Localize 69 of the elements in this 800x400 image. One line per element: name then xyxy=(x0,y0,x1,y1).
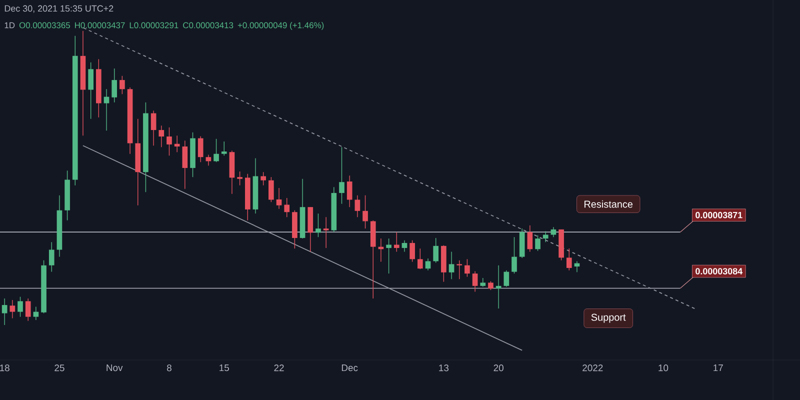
candlestick xyxy=(456,260,462,280)
candlestick xyxy=(472,270,478,292)
x-tick-label: 17 xyxy=(714,364,723,372)
text: Dec 30, 2021 15:35 UTC+2 xyxy=(4,5,114,13)
candlestick xyxy=(346,175,352,208)
candlestick xyxy=(88,62,94,120)
candlestick xyxy=(362,194,368,229)
candlestick xyxy=(402,240,408,252)
candlestick xyxy=(158,125,164,148)
candlestick xyxy=(323,216,329,248)
annotation: Support xyxy=(591,314,626,323)
candlestick xyxy=(339,146,344,204)
candlestick xyxy=(535,234,540,252)
candlestick xyxy=(48,242,54,272)
candlestick xyxy=(425,258,431,271)
text: +0.00000049 (+1.46%) xyxy=(238,22,324,30)
x-tick-label: 8 xyxy=(167,364,172,372)
candlestick xyxy=(214,138,219,162)
candlestick xyxy=(527,224,533,252)
annotation: 0.00003871 xyxy=(696,212,742,218)
candlestick xyxy=(112,68,118,103)
x-tick-label: 20 xyxy=(494,364,504,372)
candlestick xyxy=(10,300,16,319)
candlestick xyxy=(268,176,274,202)
candlestick xyxy=(417,248,423,270)
annotation: 0.00003084 xyxy=(696,268,743,274)
candlestick xyxy=(221,141,227,156)
candlestick xyxy=(386,238,392,274)
candlestick xyxy=(316,213,321,238)
candlestick xyxy=(182,140,188,190)
text: O0.00003365 xyxy=(19,22,70,28)
candlestick xyxy=(237,171,242,186)
candlestick xyxy=(433,238,439,264)
candlestick xyxy=(120,76,125,94)
candlestick xyxy=(260,172,266,186)
x-tick-label: 13 xyxy=(439,364,449,372)
candlestick xyxy=(504,270,510,288)
text: 1D xyxy=(4,22,15,28)
candlestick xyxy=(104,88,110,131)
candlestick xyxy=(276,188,282,210)
x-tick-label: 25 xyxy=(54,364,64,372)
annotation: Resistance xyxy=(584,200,633,208)
candlestick xyxy=(18,296,23,318)
candlestick xyxy=(464,258,470,278)
x-tick-label: 15 xyxy=(220,364,229,372)
candlestick xyxy=(410,240,415,262)
x-tick-label: Nov xyxy=(106,364,123,372)
candlestick xyxy=(512,236,517,274)
candlestick xyxy=(25,298,31,322)
text: H0.00003437 xyxy=(75,22,125,28)
candlestick xyxy=(566,248,572,271)
candlestick xyxy=(448,251,454,280)
candlestick xyxy=(150,110,156,146)
x-tick-label: 18 xyxy=(0,364,10,372)
x-tick-label: 2022 xyxy=(582,364,603,372)
candlestick xyxy=(542,230,548,242)
candlestick xyxy=(394,232,400,252)
candlestick xyxy=(284,198,290,218)
x-tick-label: 10 xyxy=(658,364,668,372)
x-tick-label: Dec xyxy=(342,364,358,372)
candlestick xyxy=(2,298,8,326)
text: L0.00003291 xyxy=(130,22,178,28)
candlestick xyxy=(33,306,39,320)
text: C0.00003413 xyxy=(183,22,234,28)
candlestick xyxy=(354,194,360,218)
candlestick xyxy=(166,127,172,156)
candlestick xyxy=(198,136,204,162)
x-tick-label: 22 xyxy=(274,364,284,372)
candlestick xyxy=(206,154,212,166)
